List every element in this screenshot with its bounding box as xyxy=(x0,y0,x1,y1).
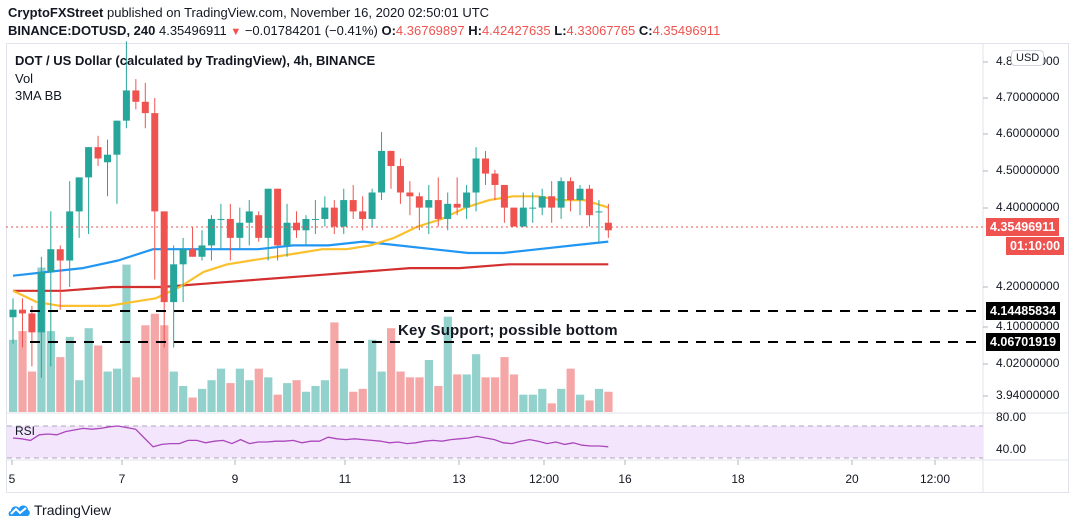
chart-legend-title: DOT / US Dollar (calculated by TradingVi… xyxy=(15,53,376,68)
tradingview-logo[interactable]: TradingView xyxy=(8,502,111,518)
time-tick: 16 xyxy=(618,472,632,486)
time-tick: 12:00 xyxy=(919,472,951,486)
chart-frame xyxy=(6,43,1069,493)
price-tick: 4.20000000 xyxy=(996,279,1060,293)
price-tick: 4.40000000 xyxy=(996,200,1060,214)
time-tick: 12:00 xyxy=(528,472,560,486)
time-tick: 13 xyxy=(452,472,466,486)
support-level-tag-1: 4.14485834 xyxy=(986,302,1061,320)
legend-volume[interactable]: Vol xyxy=(15,71,34,86)
key-support-annotation: Key Support; possible bottom xyxy=(398,322,618,339)
time-tick: 9 xyxy=(231,472,239,486)
published-text: published on TradingView.com, November 1… xyxy=(106,5,490,20)
publisher-name: CryptoFXStreet xyxy=(8,5,104,20)
last-price: 4.35496911 xyxy=(158,23,227,38)
symbol-label: BINANCE:DOTUSD, 240 xyxy=(8,23,156,38)
high-label: H: xyxy=(468,23,482,38)
rsi-tick: 40.00 xyxy=(996,442,1027,456)
time-tick: 7 xyxy=(118,472,126,486)
support-level-tag-2: 4.06701919 xyxy=(986,333,1061,351)
tradingview-brand: TradingView xyxy=(34,502,112,518)
publish-info: CryptoFXStreet published on TradingView.… xyxy=(8,5,489,20)
legend-3ma-bb[interactable]: 3MA BB xyxy=(15,88,62,103)
price-tick: 4.70000000 xyxy=(996,90,1060,104)
symbol-info-bar: BINANCE:DOTUSD, 240 4.35496911 ▼ −0.0178… xyxy=(8,23,720,38)
price-tick: 4.02000000 xyxy=(996,356,1060,370)
last-price-tag: 4.35496911 xyxy=(986,218,1060,236)
time-tick: 18 xyxy=(731,472,745,486)
open-value: 4.36769897 xyxy=(395,23,465,38)
price-tick: 3.94000000 xyxy=(996,388,1060,402)
low-label: L: xyxy=(554,23,567,38)
low-value: 4.33067765 xyxy=(566,23,636,38)
rsi-tick: 80.00 xyxy=(996,410,1027,424)
rsi-label: RSI xyxy=(15,424,36,438)
currency-badge[interactable]: USD xyxy=(1011,50,1045,66)
high-value: 4.42427635 xyxy=(481,23,551,38)
tradingview-cloud-icon xyxy=(8,505,30,516)
price-tick: 4.10000000 xyxy=(996,319,1060,333)
close-value: 4.35496911 xyxy=(652,23,721,38)
time-tick: 20 xyxy=(845,472,859,486)
open-label: O: xyxy=(381,23,396,38)
countdown-tag: 01:10:00 xyxy=(1006,237,1065,255)
down-arrow-icon: ▼ xyxy=(230,26,242,38)
price-tick: 4.60000000 xyxy=(996,126,1060,140)
close-label: C: xyxy=(638,23,653,38)
price-tick: 4.50000000 xyxy=(996,163,1060,177)
time-tick: 11 xyxy=(338,472,352,486)
time-tick: 5 xyxy=(8,472,16,486)
price-change: −0.01784201 (−0.41%) xyxy=(244,23,378,38)
